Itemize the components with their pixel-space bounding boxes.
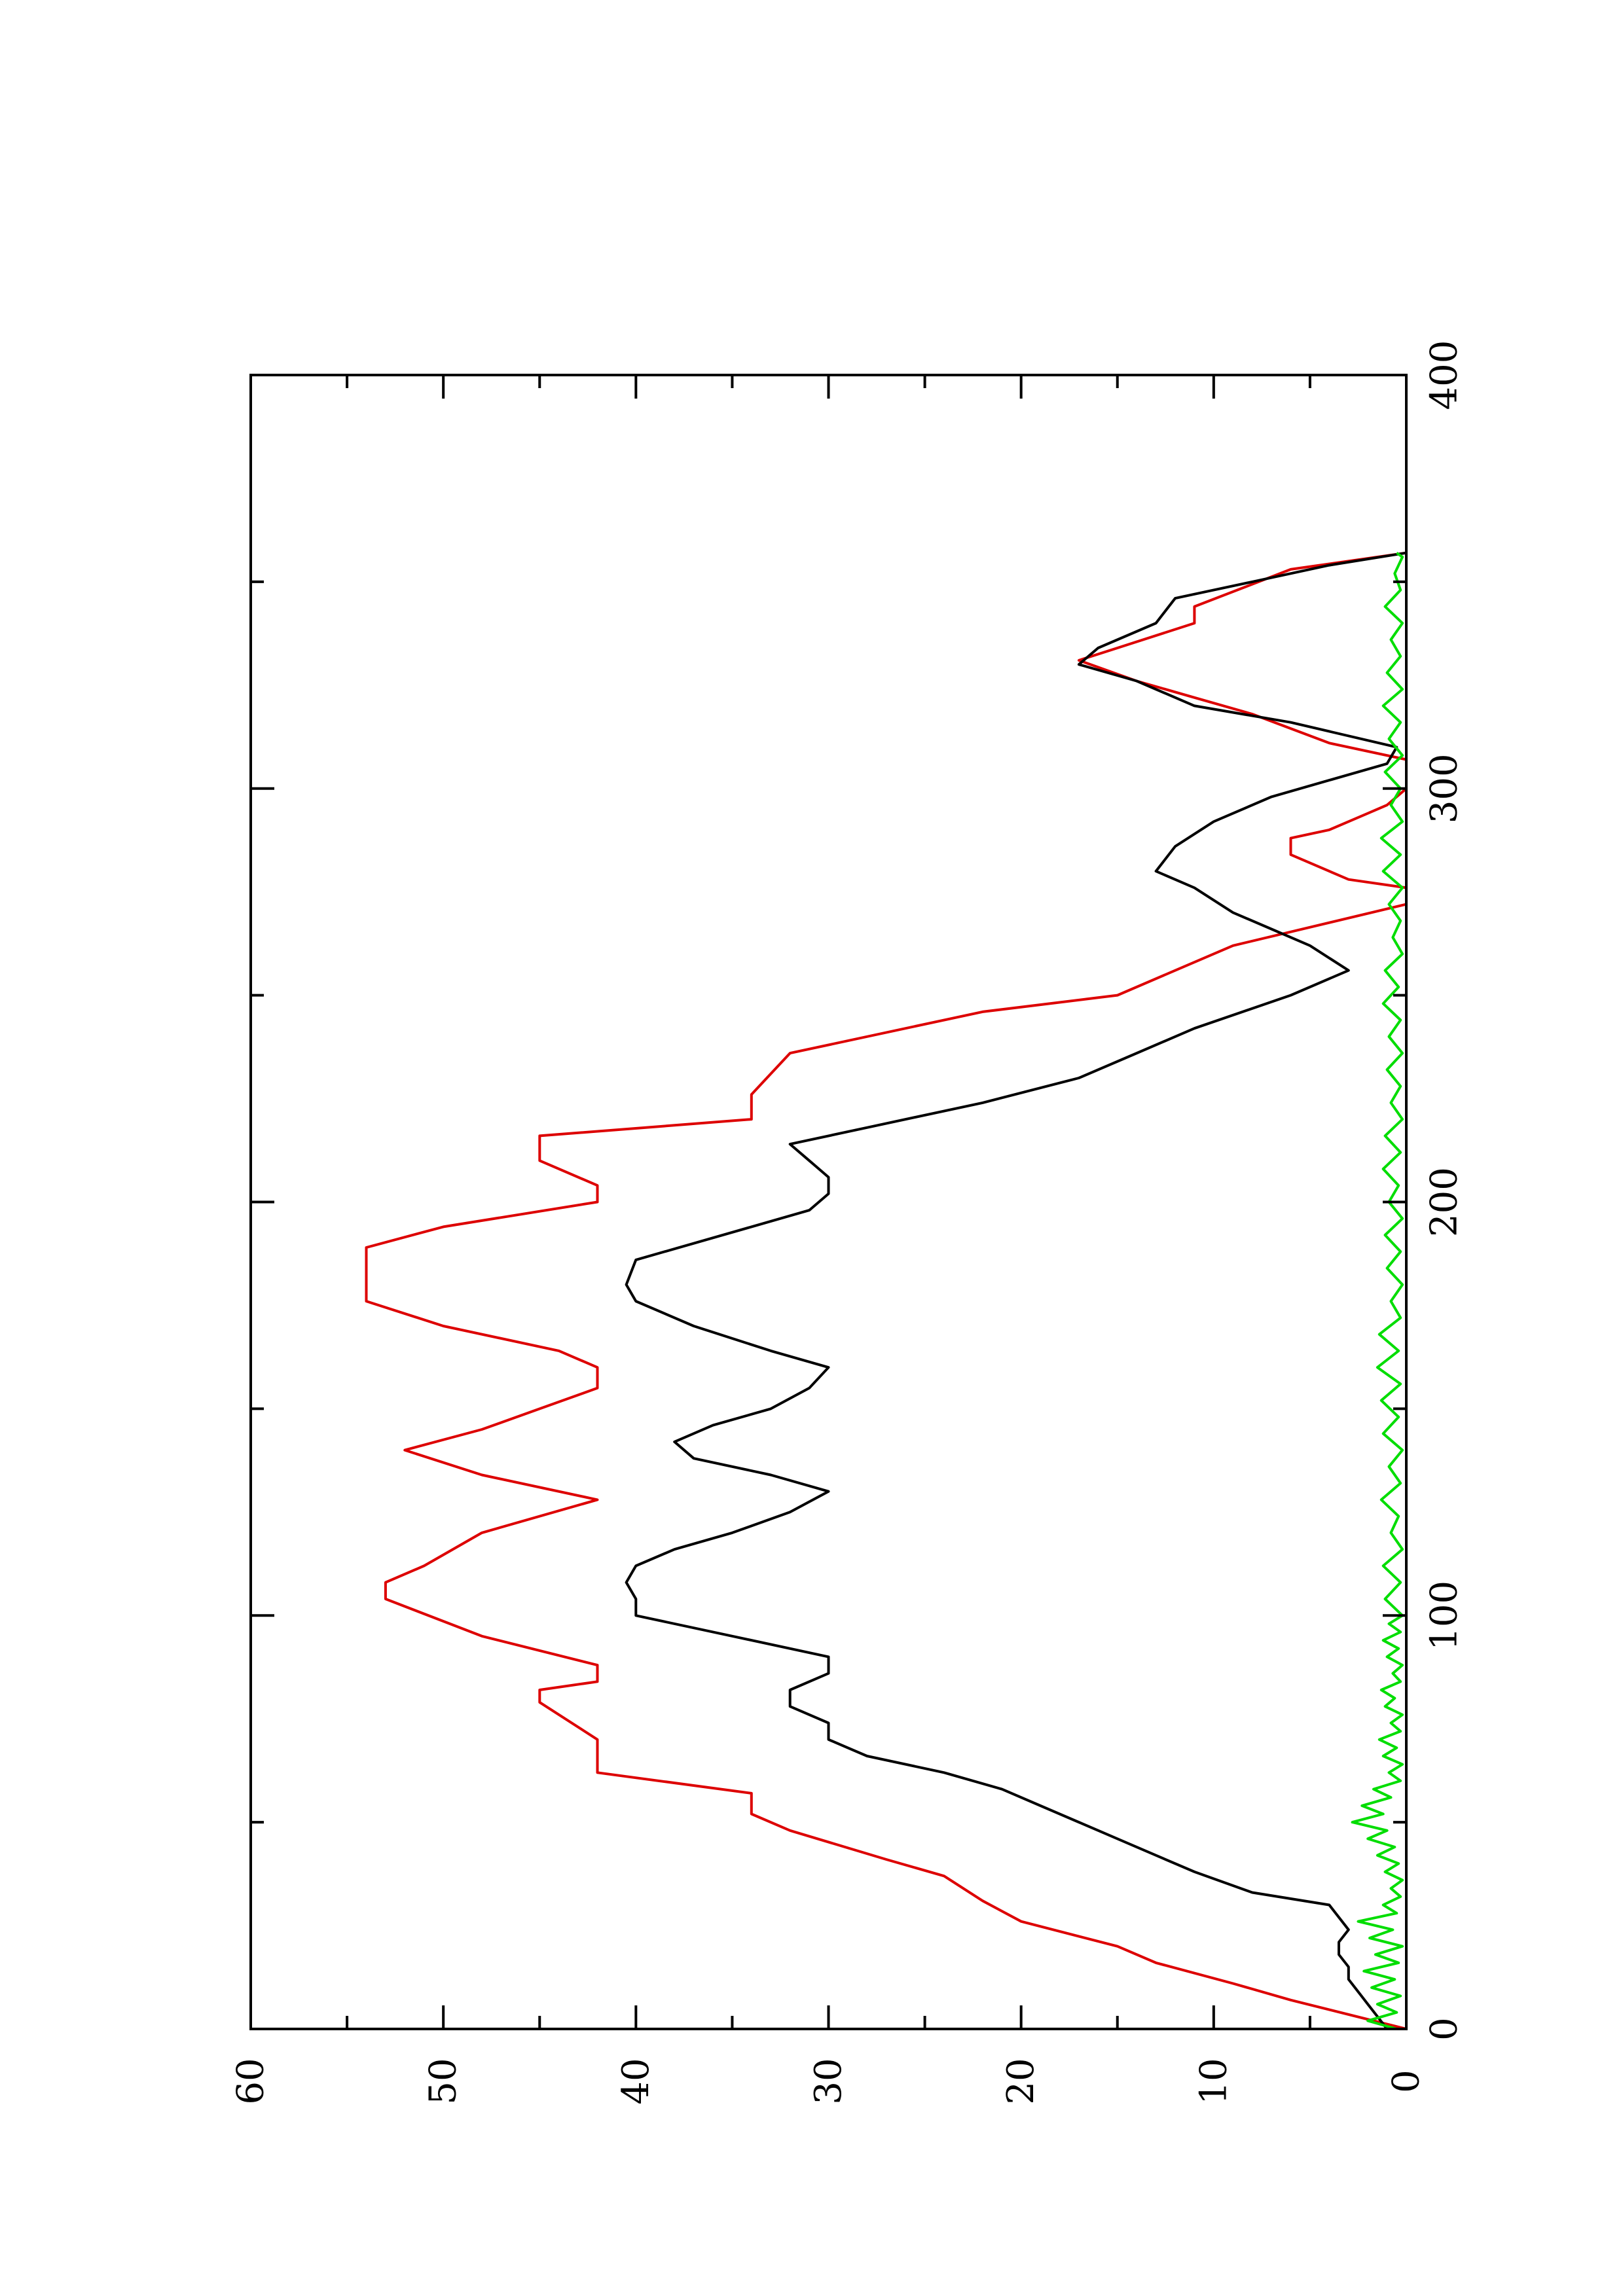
y-tick-label: 50: [422, 2058, 465, 2104]
y-tick-label: 20: [1000, 2058, 1042, 2104]
y-tick-label: 0: [1385, 2070, 1428, 2093]
y-tick-label: 10: [1192, 2058, 1235, 2104]
x-tick-label: 300: [1423, 753, 1466, 823]
x-tick-label: 200: [1423, 1167, 1466, 1237]
y-tick-label: 30: [807, 2058, 850, 2104]
axis-tick-labels: 0 100 200 300 400 0 10 20 30 40 50 60: [230, 340, 1466, 2105]
y-tick-label: 60: [230, 2058, 272, 2104]
axis-ticks: [251, 375, 1406, 2029]
x-tick-label: 400: [1423, 340, 1466, 410]
y-tick-label: 40: [615, 2058, 657, 2104]
series-line-2: [625, 551, 1407, 2030]
x-tick-label: 0: [1423, 2017, 1466, 2041]
x-tick-label: 100: [1423, 1581, 1466, 1651]
series-line-3: [1351, 552, 1404, 2030]
